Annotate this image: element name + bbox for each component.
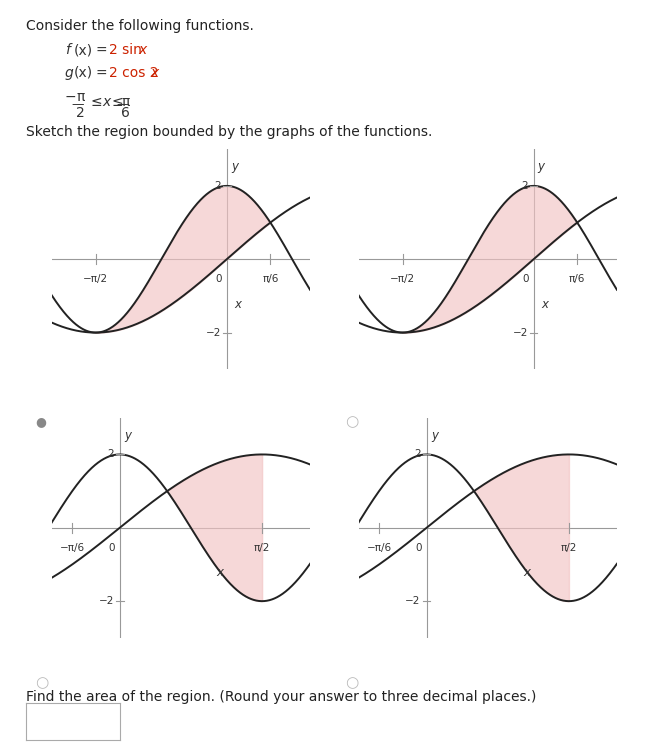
Text: π/2: π/2 <box>561 543 577 553</box>
Text: 2: 2 <box>107 449 114 460</box>
Text: —: — <box>71 98 83 111</box>
Text: π: π <box>121 95 130 110</box>
Text: x: x <box>523 566 530 580</box>
Text: ○: ○ <box>346 675 359 690</box>
Text: y: y <box>537 160 545 173</box>
Text: —: — <box>116 98 129 111</box>
Text: =: = <box>96 66 112 80</box>
Text: y: y <box>124 429 131 442</box>
Text: g: g <box>65 66 74 80</box>
Text: 0: 0 <box>216 275 222 284</box>
Text: 2 sin: 2 sin <box>109 43 146 57</box>
Text: −2: −2 <box>512 327 528 338</box>
Text: 2 cos 2: 2 cos 2 <box>109 66 158 80</box>
Text: x: x <box>138 43 147 57</box>
Text: −π/6: −π/6 <box>366 543 391 553</box>
Text: x: x <box>102 95 110 110</box>
Text: x: x <box>234 298 241 311</box>
Text: x: x <box>216 566 223 580</box>
Text: −π/2: −π/2 <box>390 275 415 284</box>
Text: −π/2: −π/2 <box>83 275 109 284</box>
Text: π/2: π/2 <box>254 543 270 553</box>
Text: 2: 2 <box>521 181 528 191</box>
Text: π/6: π/6 <box>569 275 585 284</box>
Text: −: − <box>65 90 76 104</box>
Text: 2: 2 <box>214 181 221 191</box>
Text: Sketch the region bounded by the graphs of the functions.: Sketch the region bounded by the graphs … <box>26 125 432 139</box>
Text: (x): (x) <box>74 66 93 80</box>
Text: x: x <box>541 298 548 311</box>
Text: −π/6: −π/6 <box>59 543 85 553</box>
Text: =: = <box>96 43 112 57</box>
Text: 0: 0 <box>415 543 422 553</box>
Text: ≤: ≤ <box>111 95 123 110</box>
Text: 2: 2 <box>76 106 85 120</box>
Text: x: x <box>150 66 158 80</box>
Text: ●: ● <box>36 415 47 428</box>
Text: π/6: π/6 <box>262 275 278 284</box>
Text: −2: −2 <box>205 327 221 338</box>
Text: 6: 6 <box>121 106 130 120</box>
Text: ○: ○ <box>36 675 49 690</box>
Text: f: f <box>65 43 70 57</box>
Text: 2: 2 <box>414 449 421 460</box>
Text: 0: 0 <box>109 543 115 553</box>
Text: (x): (x) <box>74 43 93 57</box>
Text: −2: −2 <box>98 596 114 606</box>
Text: −2: −2 <box>405 596 421 606</box>
Text: ≤: ≤ <box>90 95 102 110</box>
Text: y: y <box>431 429 438 442</box>
Text: Find the area of the region. (Round your answer to three decimal places.): Find the area of the region. (Round your… <box>26 690 536 704</box>
Text: 0: 0 <box>523 275 529 284</box>
Text: Consider the following functions.: Consider the following functions. <box>26 19 254 33</box>
Text: π: π <box>76 90 85 104</box>
Text: y: y <box>231 160 238 173</box>
Text: ○: ○ <box>346 414 359 429</box>
